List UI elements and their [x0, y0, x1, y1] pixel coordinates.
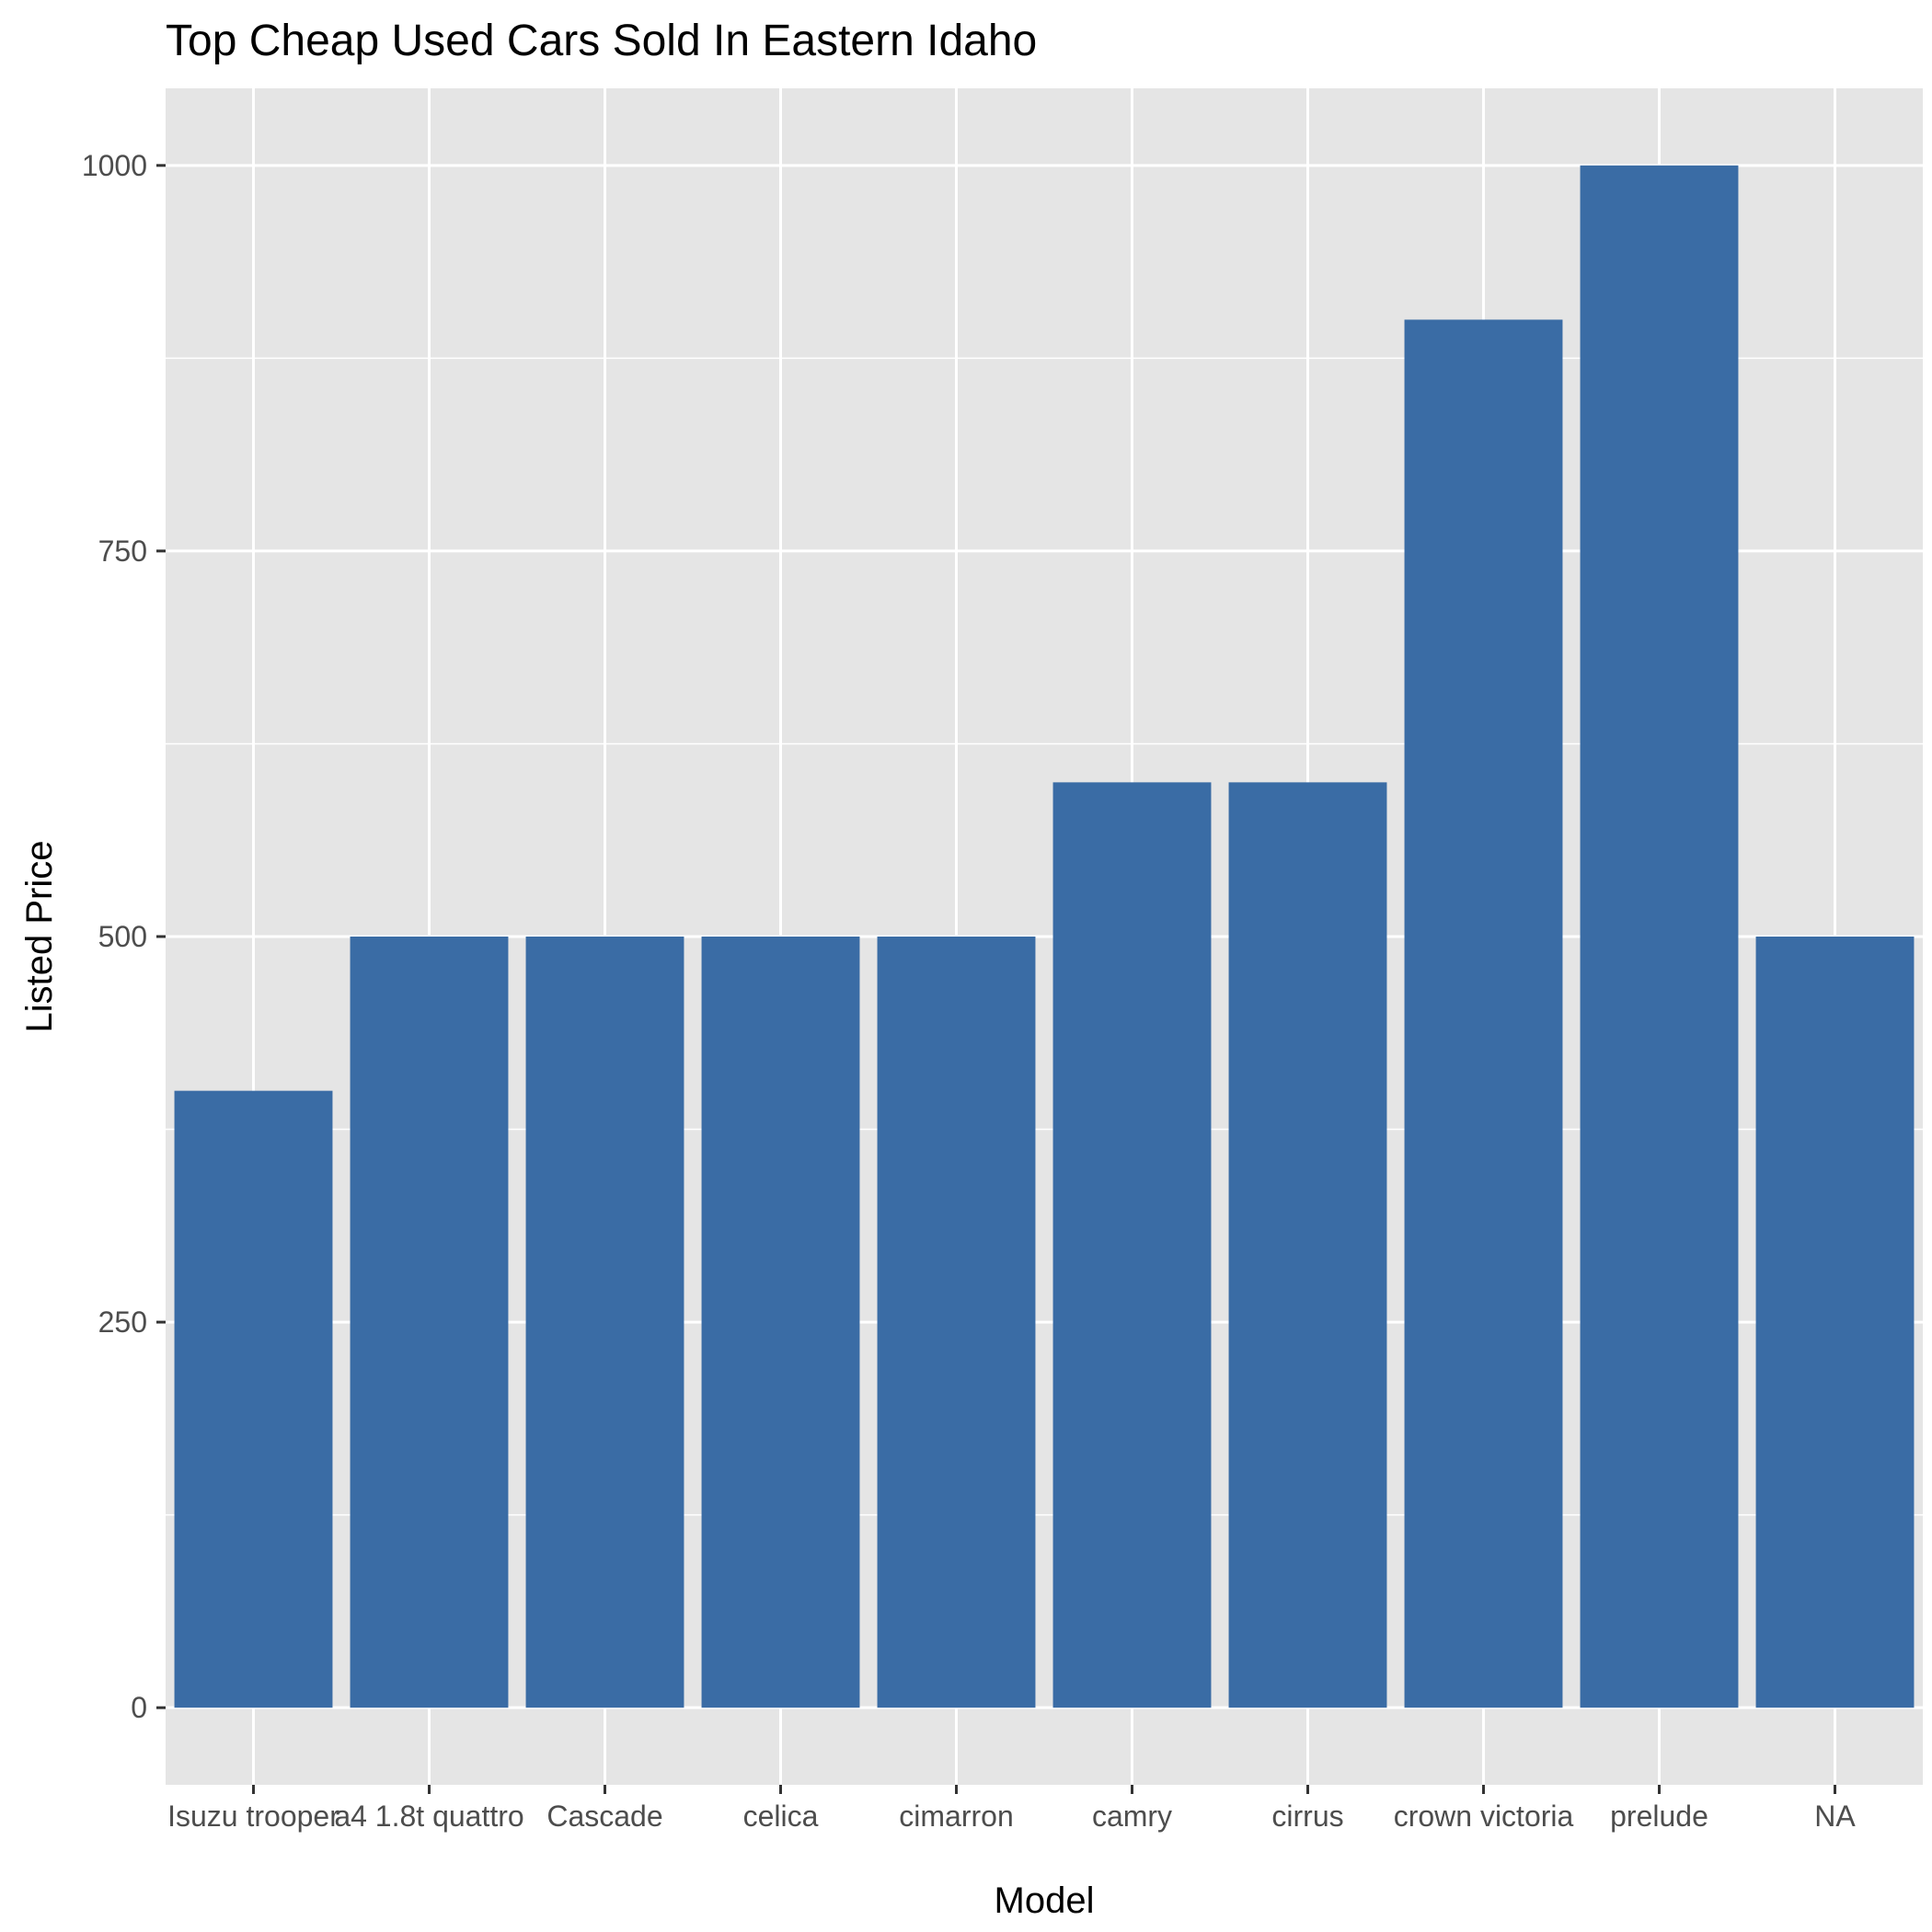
x-tick-label: cirrus [1271, 1800, 1343, 1833]
y-tick-label: 250 [98, 1305, 147, 1339]
bar-cascade [525, 937, 684, 1708]
y-tick-label: 500 [98, 920, 147, 953]
x-tick-label: prelude [1610, 1800, 1708, 1833]
x-tick-label: Isuzu trooper [167, 1800, 339, 1833]
y-tick-label: 1000 [82, 149, 147, 182]
x-tick-label: Cascade [546, 1800, 662, 1833]
y-axis-title: Listed Price [19, 841, 60, 1033]
x-tick-label: cimarron [899, 1800, 1013, 1833]
x-tick-label: camry [1092, 1800, 1172, 1833]
bar-crown-victoria [1404, 319, 1563, 1708]
bar-celica [701, 937, 860, 1708]
y-axis: 0 250 500 750 1000 [82, 149, 166, 1724]
y-tick-label: 0 [131, 1691, 147, 1724]
x-tick-label: celica [743, 1800, 819, 1833]
bar-prelude [1580, 165, 1739, 1708]
bar-na [1755, 937, 1915, 1708]
bar-a4-1-8t-quattro [350, 937, 509, 1708]
x-axis-title: Model [995, 1880, 1095, 1921]
chart-title: Top Cheap Used Cars Sold In Eastern Idah… [166, 17, 1037, 65]
x-tick-label: crown victoria [1394, 1800, 1574, 1833]
bar-cirrus [1228, 782, 1387, 1708]
y-tick-label: 750 [98, 535, 147, 568]
bar-camry [1052, 782, 1212, 1708]
bars [174, 165, 1915, 1708]
bar-isuzu-trooper [174, 1090, 333, 1708]
bar-cimarron [877, 937, 1036, 1708]
x-tick-label: a4 1.8t quattro [334, 1800, 523, 1833]
x-tick-label: NA [1814, 1800, 1856, 1833]
